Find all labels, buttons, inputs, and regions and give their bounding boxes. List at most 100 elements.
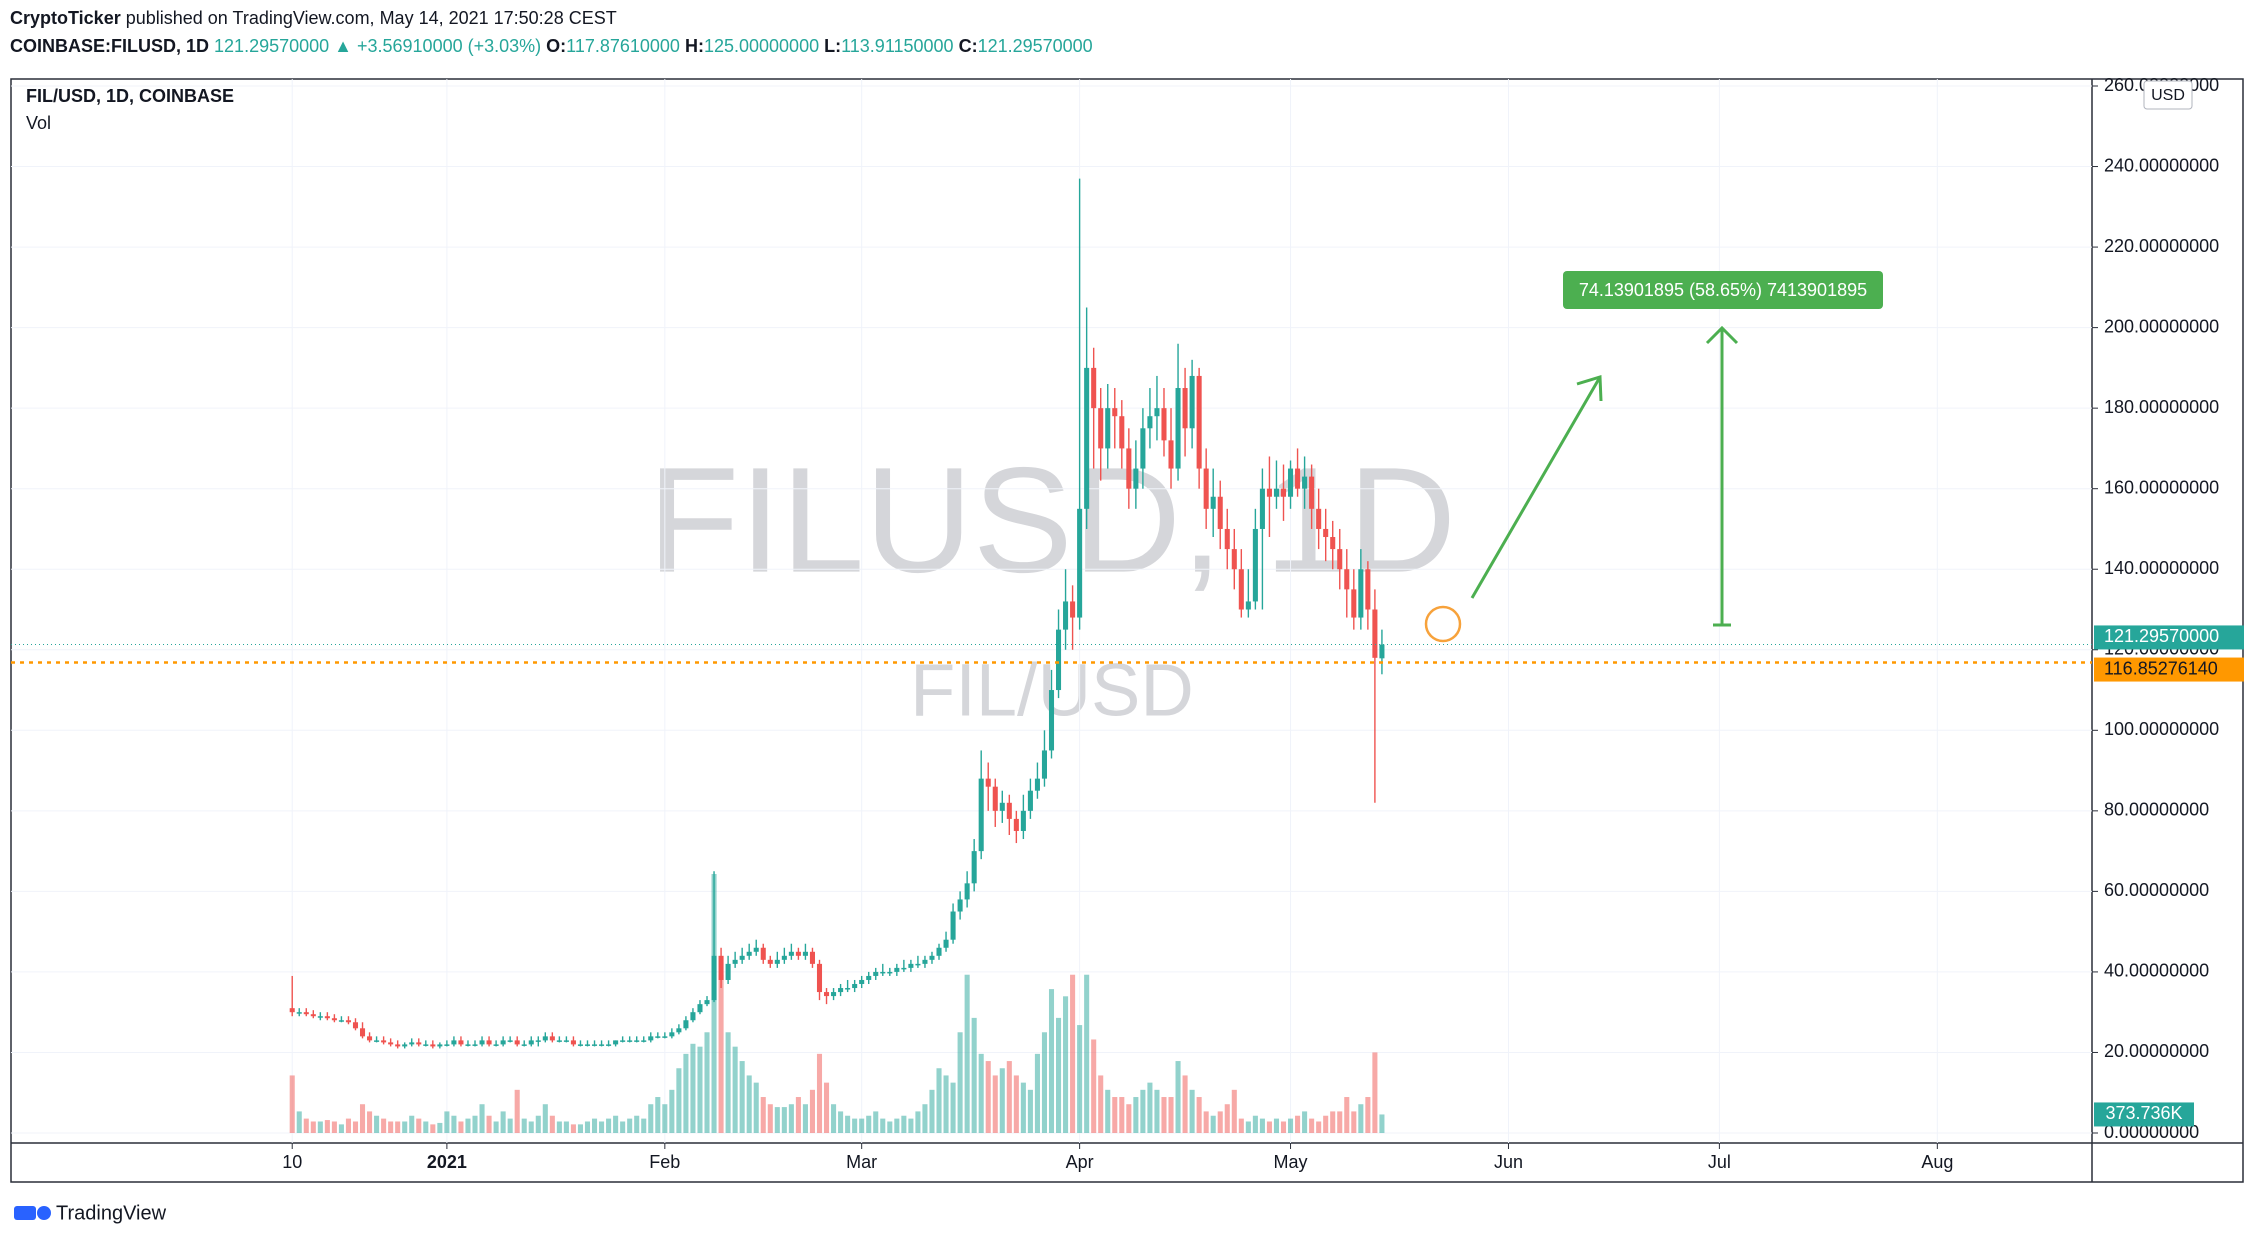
volume-bar [1091,1039,1097,1133]
volume-bar [535,1115,541,1133]
candle-body [711,955,717,1001]
candle-body [823,992,830,997]
candle-body [507,1040,513,1042]
axes: 0.00000000 20.00000000 40.00000000 60.00000… [282,75,2244,1172]
candle-body [359,1028,366,1037]
candle-body [542,1036,548,1041]
volume-bar [437,1122,443,1133]
volume-bar [774,1107,780,1133]
y-tick-label: 60.00000000 [2104,880,2209,900]
candle-body [352,1022,359,1029]
measure-box [1563,271,1883,309]
volume-bar [760,1097,766,1133]
candle-body [1119,416,1125,449]
logo-dot [37,1206,51,1220]
o-label: O: [546,36,566,56]
y-tick-label: 0.00000000 [2104,1122,2199,1142]
candle-body [317,1016,323,1018]
candle-body [1379,644,1385,659]
publisher: CryptoTicker [10,8,121,28]
candle-body [1224,528,1230,550]
candle-body [500,1040,506,1045]
candle-body [922,959,928,964]
candle-body [465,1044,471,1046]
volume-bar [753,1082,759,1133]
volume-bar [472,1115,478,1133]
candle-body [324,1016,330,1019]
candle-body [1027,790,1033,811]
candle-body [310,1014,316,1017]
candle-body [929,955,935,960]
volume-bar [809,1089,815,1133]
volume-bar [388,1121,394,1133]
volume-bar [613,1115,619,1133]
volume-bar [866,1115,872,1133]
candle-body [1077,508,1083,618]
volume-bar [802,1104,808,1133]
volume-bar [845,1115,851,1133]
y-tick-label: 160.00000000 [2104,477,2219,497]
volume-bar [873,1111,879,1133]
volume-bar [929,1089,935,1133]
volume-bar [500,1111,506,1133]
candle-body [816,963,823,993]
volume-bar [767,1104,773,1133]
volume-bar [655,1097,661,1133]
volume-bar [591,1118,598,1133]
volume-bar [296,1111,302,1133]
volume-bar [395,1121,401,1133]
candle-body [444,1044,450,1046]
candle-body [957,899,963,912]
volume-bar [887,1121,893,1133]
volume-bar [359,1104,366,1133]
volume-bar [1161,1097,1167,1133]
volume-bar [1077,1025,1083,1133]
volume-bar [627,1118,633,1133]
candle-body [395,1044,401,1047]
volume-bar [704,1032,710,1133]
volume-bar [303,1118,309,1133]
volume-bar [381,1118,387,1133]
candle-body [697,1004,703,1013]
volume-bar [556,1121,562,1133]
candle-body [451,1040,457,1045]
candle-body [774,959,780,964]
volume-bar [1358,1104,1364,1133]
currency-badge[interactable] [2143,80,2193,110]
candle-body [1344,569,1350,590]
volume-bar [1379,1114,1385,1133]
volume-bar [795,1097,801,1133]
volume-bar [1119,1097,1125,1133]
volume-bar [1055,1017,1062,1133]
candle-body [1309,476,1315,509]
candle-body [845,988,851,990]
candle-body [1238,569,1244,610]
candle-body [613,1040,619,1045]
volume-bar [1351,1111,1357,1133]
volume-bar [528,1121,534,1133]
candle-body [894,967,900,972]
volume-bar [831,1104,837,1133]
volume-bar [1259,1118,1265,1133]
o-value: 117.87610000 [566,36,680,56]
branding: TradingView [14,1202,167,1224]
volume-bar [1372,1052,1378,1133]
volume-bar [1337,1111,1343,1133]
candle-body [606,1044,612,1046]
watermark-symbol: FILUSD, 1D [648,436,1457,604]
volume-bar [1105,1089,1111,1133]
candle-body [577,1044,583,1046]
candle-body [964,883,970,900]
candle-body [1133,468,1139,489]
candle-body [866,975,872,980]
volume-bar [1252,1115,1258,1133]
candle-body [584,1044,591,1046]
volume-bar [971,1017,977,1133]
l-label: L: [824,36,841,56]
candle-body [887,971,893,974]
volume-bar [1196,1097,1202,1133]
candle-body [331,1018,337,1021]
volume-bar [999,1068,1005,1133]
drawings: 74.13901895 (58.65%) 7413901895 [1424,271,1883,643]
y-tick-label: 80.00000000 [2104,800,2209,820]
